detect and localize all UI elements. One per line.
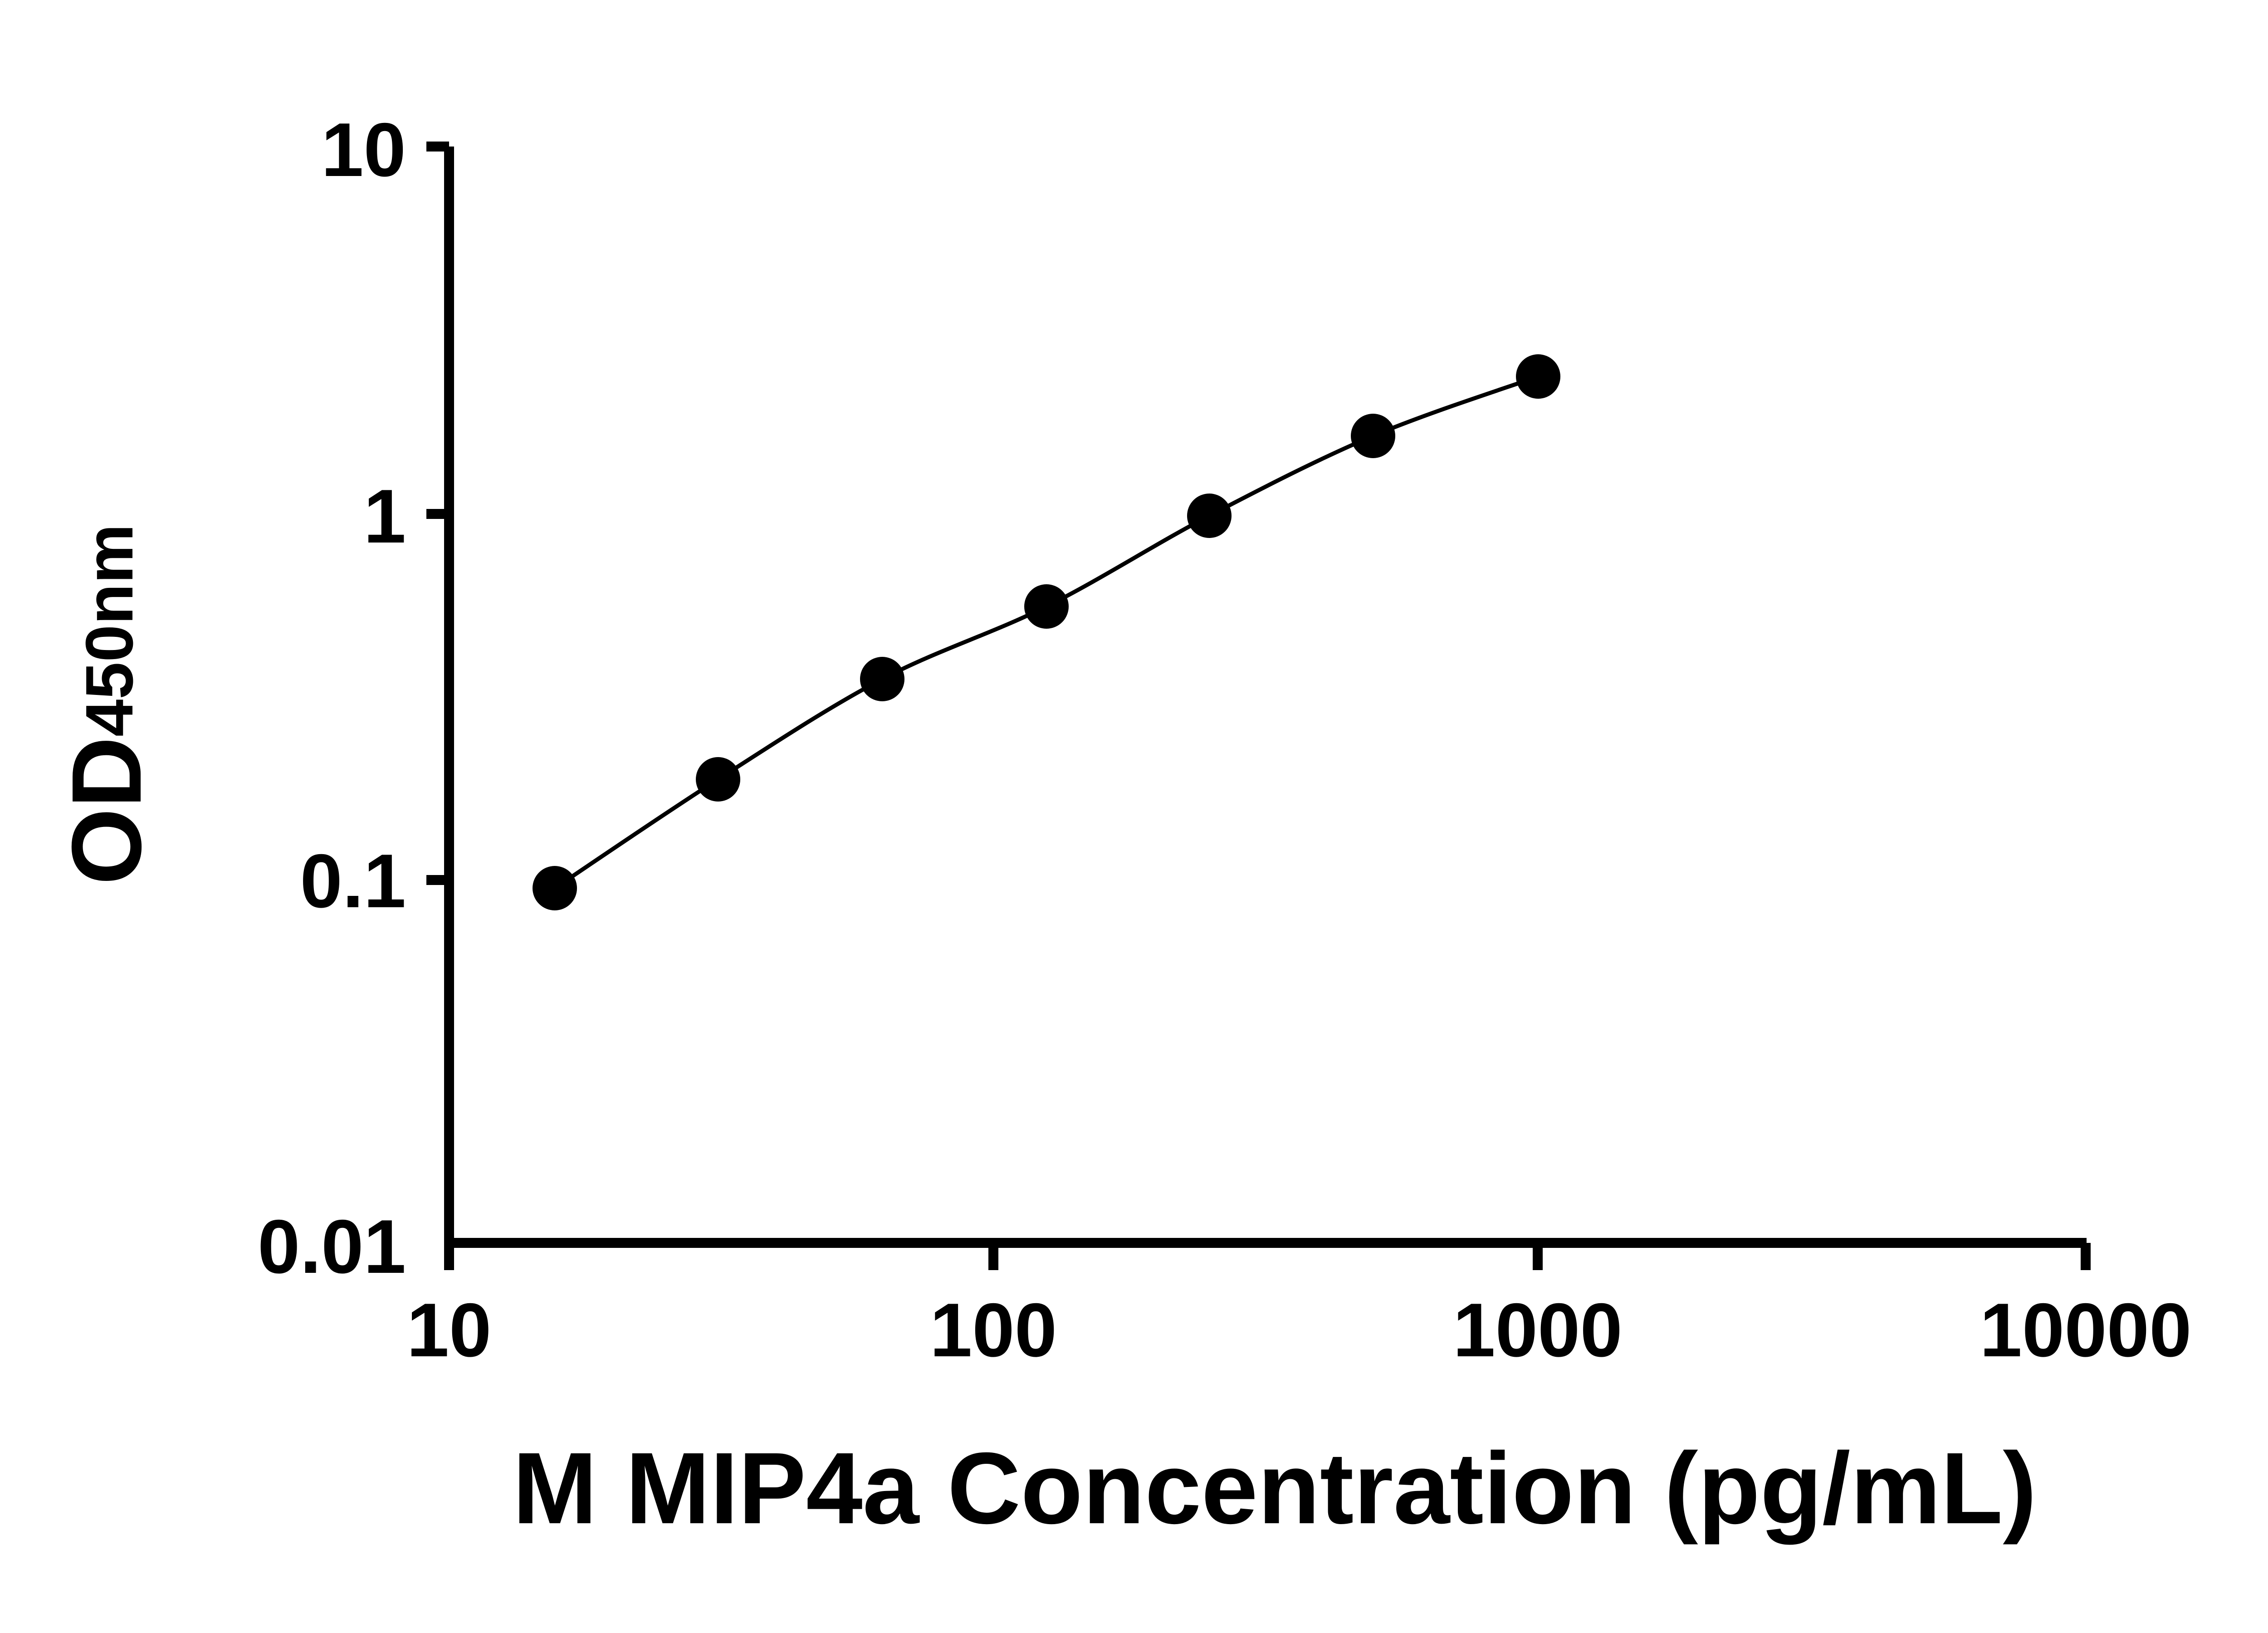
svg-text:M MIP4a Concentration (pg/mL): M MIP4a Concentration (pg/mL) [513,1432,2037,1545]
svg-text:1000: 1000 [1453,1287,1623,1373]
svg-text:10000: 10000 [1980,1287,2191,1373]
svg-text:0.1: 0.1 [300,838,406,924]
svg-text:1: 1 [364,474,406,559]
svg-text:100: 100 [930,1287,1057,1373]
svg-text:10: 10 [407,1287,492,1373]
svg-text:10: 10 [321,107,406,192]
svg-text:0.01: 0.01 [258,1204,406,1289]
